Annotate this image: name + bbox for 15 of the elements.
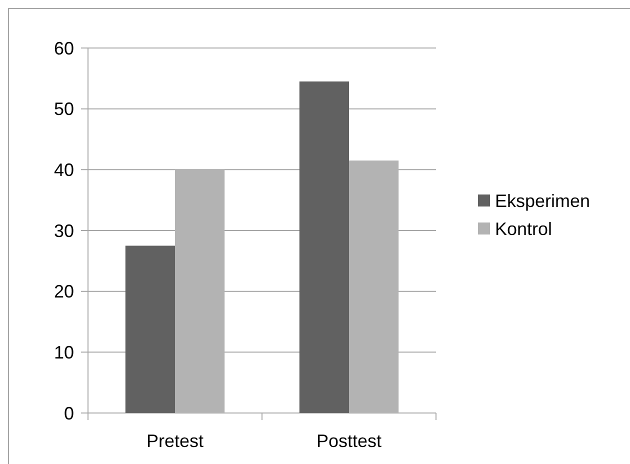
y-tick-label: 10: [54, 342, 74, 362]
x-tick-label: Pretest: [146, 431, 204, 451]
y-tick-label: 60: [54, 38, 74, 58]
x-tick-label: Posttest: [316, 431, 382, 451]
legend-label: Eksperimen: [495, 190, 590, 211]
y-tick-label: 40: [54, 160, 74, 180]
bar: [125, 246, 175, 413]
y-tick-label: 50: [54, 99, 74, 120]
bar: [299, 81, 349, 413]
y-tick-label: 30: [54, 220, 74, 241]
bar: [349, 160, 399, 413]
y-tick-label: 0: [64, 403, 74, 424]
bar: [175, 170, 225, 413]
legend-label: Kontrol: [495, 218, 552, 239]
y-tick-label: 20: [54, 282, 74, 302]
